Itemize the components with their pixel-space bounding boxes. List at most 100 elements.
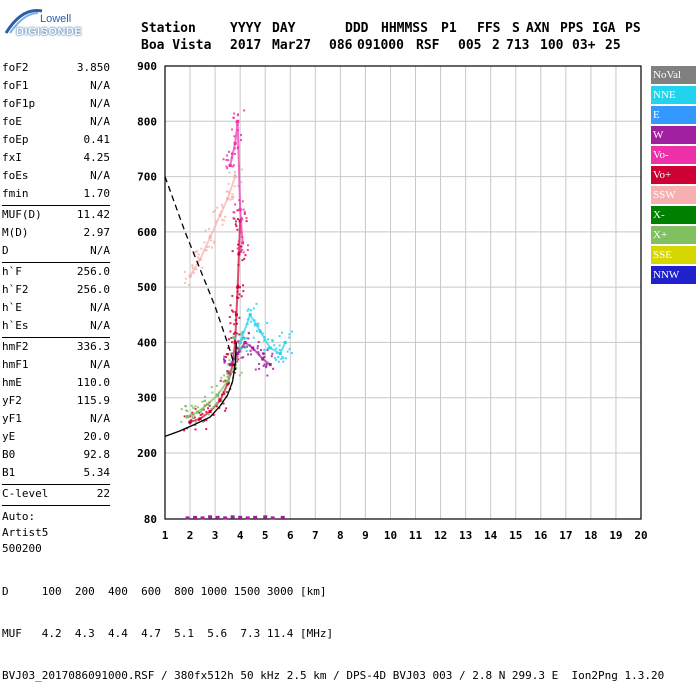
echo-dot: [194, 405, 197, 408]
bottom-echo-point: [200, 516, 205, 520]
echo-dot: [231, 382, 234, 385]
echo-dot: [265, 366, 268, 369]
param-name: yF2: [2, 394, 22, 407]
x-tick-label: 4: [237, 529, 244, 542]
echo-dot: [222, 219, 225, 222]
bottom-echo-point: [253, 515, 258, 519]
echo-dot: [273, 356, 276, 359]
param-row: foE N/A: [2, 114, 110, 132]
echo-dot: [224, 379, 227, 382]
echo-dot: [228, 359, 231, 362]
echo-dot: [233, 352, 236, 355]
header-labels: Station YYYY DAY DDD HHMMSS P1 FFS S AXN…: [141, 20, 641, 37]
echo-dot: [227, 159, 230, 162]
echo-dot: [261, 352, 264, 355]
x-tick-label: 18: [584, 529, 597, 542]
echo-dot: [200, 247, 203, 250]
data-point: [198, 417, 202, 421]
echo-dot: [238, 286, 241, 289]
echo-dot: [192, 267, 195, 270]
param-name: fxI: [2, 151, 22, 164]
echo-dot: [263, 339, 266, 342]
echo-dot: [234, 319, 237, 322]
legend-item-vo-plus: Vo+: [651, 166, 696, 184]
param-value: N/A: [90, 412, 110, 425]
data-point: [228, 164, 232, 168]
param-name: h`F2: [2, 283, 29, 296]
echo-dot: [236, 351, 239, 354]
header-value: RSF: [416, 38, 440, 53]
data-point: [216, 393, 220, 397]
echo-dot: [218, 391, 221, 394]
echo-dot: [197, 253, 200, 256]
echo-dot: [240, 371, 243, 374]
param-name: MUF(D): [2, 208, 42, 221]
echo-dot: [244, 345, 247, 348]
echo-dot: [237, 341, 240, 344]
echo-dot: [233, 211, 236, 214]
echo-dot: [234, 311, 237, 314]
echo-dot: [224, 359, 227, 362]
echo-dot: [236, 228, 239, 231]
echo-dot: [226, 391, 229, 394]
echo-dot: [229, 198, 232, 201]
data-point: [251, 346, 255, 350]
echo-dot: [266, 321, 269, 324]
echo-dot: [233, 367, 236, 370]
echo-dot: [232, 335, 235, 338]
x-tick-label: 19: [609, 529, 622, 542]
chart-echo-points: [180, 109, 293, 520]
note-line: Artist5: [2, 526, 49, 539]
echo-dot: [226, 375, 229, 378]
echo-dot: [236, 217, 239, 220]
echo-dot: [226, 167, 229, 170]
param-group-virtual-heights: h`F 256.0 h`F2 256.0 h`E N/A h`Es N/A: [2, 264, 110, 336]
x-tick-label: 9: [362, 529, 369, 542]
data-point: [231, 363, 235, 367]
echo-dot: [278, 344, 281, 347]
echo-dot: [222, 358, 225, 361]
data-point: [236, 285, 240, 289]
echo-dot: [238, 199, 241, 202]
param-row: yF2 115.9: [2, 393, 110, 411]
echo-dot: [232, 337, 235, 340]
echo-dot: [231, 193, 234, 196]
x-tick-label: 11: [409, 529, 423, 542]
echo-dot: [247, 318, 250, 321]
echo-dot: [183, 270, 186, 273]
echo-dot: [233, 337, 236, 340]
echo-dot: [247, 337, 250, 340]
echo-dot: [243, 109, 246, 112]
echo-dot: [256, 347, 259, 350]
echo-dot: [214, 403, 217, 406]
param-row: h`F 256.0: [2, 264, 110, 282]
x-tick-label: 8: [337, 529, 344, 542]
echo-dot: [242, 336, 245, 339]
echo-dot: [288, 333, 291, 336]
param-row: h`F2 256.0: [2, 282, 110, 300]
echo-dot: [222, 380, 225, 383]
echo-dot: [191, 416, 194, 419]
echo-dot: [196, 250, 199, 253]
echo-dot: [227, 363, 230, 366]
echo-dot: [241, 200, 244, 203]
echo-dot: [235, 346, 238, 349]
echo-dot: [208, 404, 211, 407]
echo-dot: [273, 344, 276, 347]
chart-tick-labels: 1 2 3 4 5 6 7 8 9 10 11 12 13 14 15 16 17 18 19 20802003004…: [137, 60, 648, 542]
echo-dot: [222, 402, 225, 405]
echo-dot: [231, 352, 234, 355]
echo-dot: [193, 251, 196, 254]
chart-profile-lines: [164, 176, 238, 438]
echo-dot: [227, 381, 230, 384]
echo-dot: [266, 349, 269, 352]
echo-dot: [229, 388, 232, 391]
echo-dot: [203, 404, 206, 407]
echo-dot: [227, 190, 230, 193]
echo-dot: [235, 332, 238, 335]
echo-dot: [234, 354, 237, 357]
echo-dot: [228, 171, 231, 174]
data-point: [238, 340, 242, 344]
muf-distance-row: D 100 200 400 600 800 1000 1500 3000 [km…: [2, 585, 327, 598]
echo-dot: [201, 400, 204, 403]
